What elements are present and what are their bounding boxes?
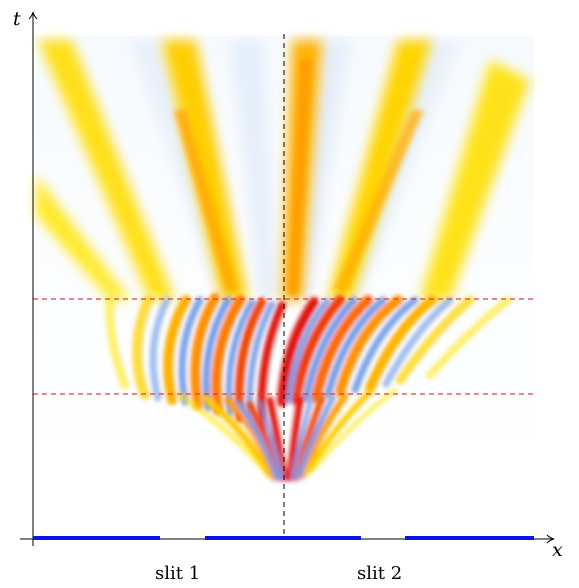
arcs-right: [277, 295, 512, 407]
beam-right: [420, 60, 530, 300]
beam-left: [38, 40, 175, 300]
x-axis-arrow: [546, 534, 555, 544]
beam-cores: [174, 60, 424, 295]
slit-2-label: slit 2: [357, 563, 402, 584]
slit-1-label: slit 1: [155, 563, 200, 584]
far-field-beams: [36, 40, 530, 300]
beam-center-left: [162, 40, 248, 300]
arcs-left: [105, 293, 286, 434]
interference-region: [105, 293, 512, 482]
x-axis-label: x: [552, 539, 563, 561]
t-axis-arrow: [28, 11, 38, 20]
beam-center-right: [328, 40, 432, 300]
t-axis-label: t: [13, 8, 21, 30]
beam-outer-left: [36, 175, 130, 300]
near-slit-spokes: [177, 387, 398, 482]
